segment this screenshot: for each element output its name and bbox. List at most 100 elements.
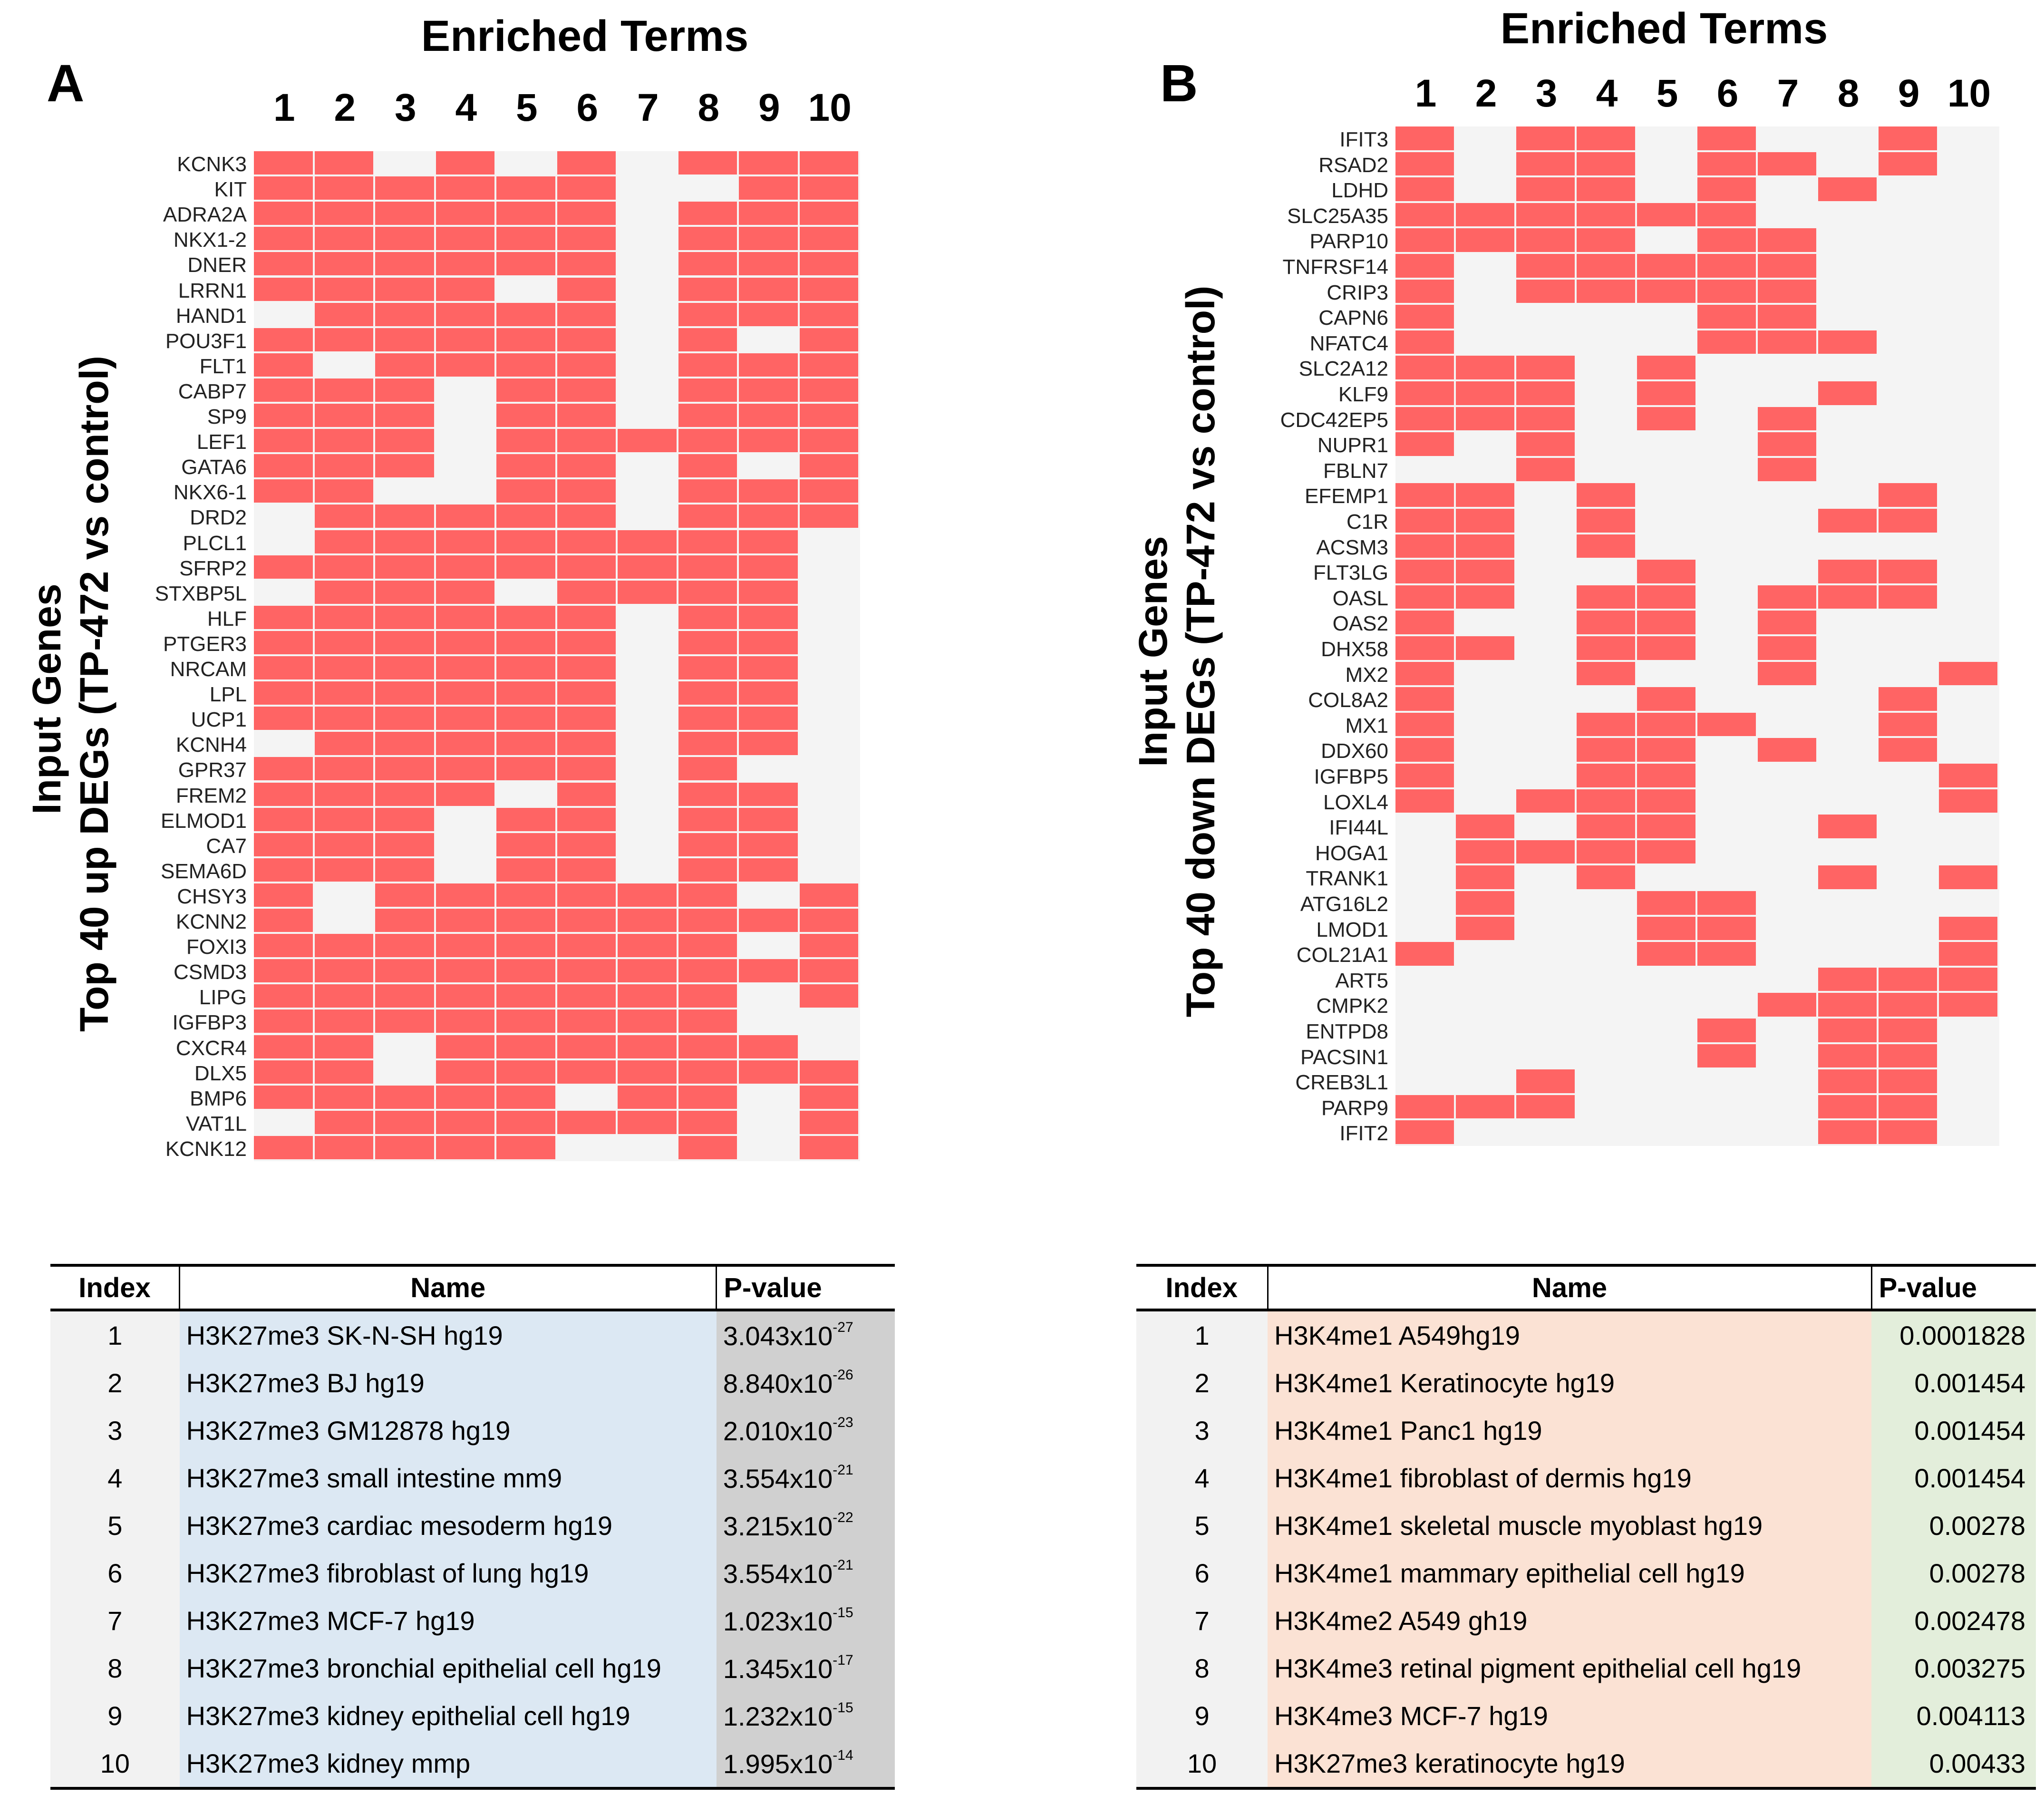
heatmap-cell	[1456, 815, 1514, 838]
heatmap-cell	[1456, 916, 1514, 941]
heatmap-cell	[739, 1060, 798, 1084]
heatmap-cell	[314, 227, 373, 251]
row-pvalue: 0.001454	[1871, 1454, 2036, 1502]
heatmap-cell	[557, 605, 616, 629]
heatmap-cell	[739, 530, 798, 553]
heatmap-cell	[314, 176, 373, 200]
heatmap-cell	[1456, 636, 1514, 660]
heatmap-cell	[254, 328, 313, 351]
heatmap-cell	[1456, 509, 1514, 533]
heatmap-cell	[254, 984, 313, 1008]
heatmap-cell	[1395, 330, 1454, 354]
heatmap-cell	[1637, 815, 1695, 838]
heatmap-cell	[1758, 305, 1816, 329]
heatmap-cell	[375, 1135, 434, 1159]
heatmap-cell	[1395, 687, 1454, 711]
heatmap-cell	[1879, 509, 1937, 533]
row-index: 3	[1136, 1407, 1268, 1454]
heatmap-cell	[1577, 712, 1635, 737]
gene-label: GATA6	[181, 456, 247, 479]
gene-label: COL21A1	[1296, 943, 1388, 967]
heatmap-cell	[1516, 432, 1575, 456]
column-label: 2	[334, 86, 356, 129]
heatmap-cell	[496, 176, 555, 200]
heatmap-cell	[678, 1110, 737, 1134]
heatmap-cell	[375, 580, 434, 604]
heatmap-cell	[1577, 279, 1635, 303]
heatmap-cell	[1818, 177, 1877, 201]
heatmap-cell	[314, 429, 373, 453]
heatmap-cell	[1395, 560, 1454, 583]
heatmap-cell	[1637, 356, 1695, 379]
table-b-header-name: Name	[1267, 1264, 1872, 1311]
heatmap-cell	[1939, 661, 1997, 686]
heatmap-cell	[739, 656, 798, 680]
panel-b-ylabel: Input Genes Top 40 down DEGs (TP-472 vs …	[1129, 271, 1224, 1032]
column-label: 4	[1596, 72, 1618, 115]
heatmap-cell	[1395, 203, 1454, 227]
heatmap-cell	[436, 782, 494, 806]
heatmap-cell	[375, 631, 434, 654]
gene-label: FLT3LG	[1313, 561, 1388, 585]
heatmap-cell	[254, 631, 313, 654]
gene-label: SFRP2	[179, 556, 247, 580]
heatmap-cell	[254, 353, 313, 377]
heatmap-cell	[496, 934, 555, 958]
heatmap-cell	[375, 707, 434, 730]
heatmap-cell	[557, 757, 616, 781]
heatmap-cell	[496, 858, 555, 882]
gene-label: POU3F1	[165, 329, 247, 353]
heatmap-cell	[678, 883, 737, 907]
heatmap-cell	[436, 1135, 494, 1159]
heatmap-cell	[254, 807, 313, 831]
heatmap-cell	[254, 1085, 313, 1109]
heatmap-cell	[314, 631, 373, 654]
row-pvalue: 0.001454	[1871, 1359, 2036, 1407]
heatmap-cell	[1577, 177, 1635, 201]
heatmap-cell	[799, 328, 858, 351]
gene-label: CHSY3	[177, 884, 247, 908]
row-pvalue: 0.003275	[1871, 1644, 2036, 1692]
table-row: 5 H3K4me1 skeletal muscle myoblast hg19 0.…	[1136, 1502, 2036, 1549]
heatmap-cell	[1395, 764, 1454, 787]
pvalue-exponent: -27	[833, 1319, 853, 1335]
table-row: 9 H3K4me3 MCF-7 hg19 0.004113	[1136, 1692, 2036, 1739]
heatmap-cell	[1637, 942, 1695, 966]
heatmap-cell	[1758, 661, 1816, 686]
heatmap-cell	[557, 1009, 616, 1033]
row-index: 6	[50, 1549, 180, 1597]
heatmap-cell	[557, 732, 616, 756]
gene-label: NUPR1	[1317, 434, 1388, 457]
heatmap-cell	[1395, 483, 1454, 507]
row-name: H3K4me1 Panc1 hg19	[1268, 1407, 1872, 1454]
heatmap-cell	[799, 909, 858, 932]
heatmap-cell	[557, 176, 616, 200]
gene-label: DNER	[187, 253, 247, 277]
gene-label: LDHD	[1331, 179, 1388, 203]
heatmap-cell	[1758, 228, 1816, 252]
heatmap-cell	[678, 807, 737, 831]
row-name: H3K27me3 cardiac mesoderm hg19	[179, 1502, 717, 1549]
heatmap-cell	[1697, 279, 1756, 303]
heatmap-cell	[557, 807, 616, 831]
heatmap-cell	[1879, 560, 1937, 583]
heatmap-cell	[557, 277, 616, 301]
heatmap-cell	[1516, 279, 1575, 303]
heatmap-cell	[1879, 967, 1937, 991]
table-row: 3 H3K27me3 GM12878 hg19 2.010x10-23	[50, 1407, 895, 1454]
heatmap-cell	[1637, 407, 1695, 431]
heatmap-cell	[436, 681, 494, 705]
table-row: 3 H3K4me1 Panc1 hg19 0.001454	[1136, 1407, 2036, 1454]
heatmap-cell	[1395, 661, 1454, 686]
gene-label: FLT1	[199, 354, 247, 378]
heatmap-cell	[1697, 942, 1756, 966]
row-name: H3K27me3 GM12878 hg19	[179, 1407, 717, 1454]
heatmap-cell	[436, 959, 494, 983]
heatmap-cell	[678, 984, 737, 1008]
heatmap-cell	[799, 1060, 858, 1084]
heatmap-cell	[375, 757, 434, 781]
heatmap-cell	[436, 605, 494, 629]
row-pvalue: 0.002478	[1871, 1597, 2036, 1644]
gene-label: KCNN2	[175, 910, 247, 933]
heatmap-cell	[254, 151, 313, 175]
